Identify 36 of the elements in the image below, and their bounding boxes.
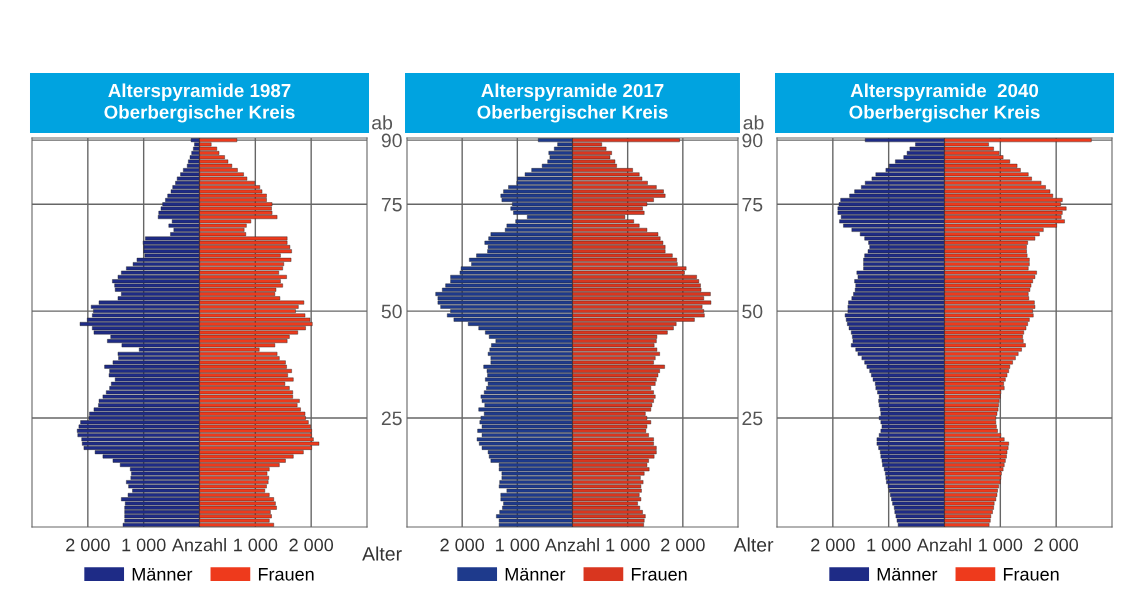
y-tick-label: 90 [742, 133, 763, 148]
x-tick-label: 2 000 [440, 538, 485, 552]
x-tick-label: Anzahl [544, 538, 599, 552]
chart-title: Alterspyramide 2040 Oberbergischer Kreis [849, 83, 1040, 123]
y-tick-label: 90 [381, 133, 402, 148]
y-axis-title: Alter [733, 537, 774, 552]
x-tick-label: 2 000 [66, 538, 110, 552]
y-tick-label: 75 [742, 197, 763, 212]
legend-label: Männer [877, 568, 938, 581]
x-tick-label: 1 000 [496, 538, 540, 552]
x-tick-label: 2 000 [661, 538, 705, 552]
y-tick-label: 75 [381, 197, 402, 212]
y-tick-label: 25 [381, 411, 402, 426]
y-tick-label: 25 [742, 411, 763, 426]
x-tick-label: 1 000 [867, 538, 911, 552]
x-tick-label: 2 000 [811, 538, 855, 552]
x-tick-label: Anzahl [171, 538, 226, 552]
y-tick-label: 50 [381, 304, 402, 319]
x-tick-label: 2 000 [1034, 538, 1079, 552]
legend-label: Frauen [258, 568, 314, 581]
chart-title: Alterspyramide 1987 Oberbergischer Kreis [104, 83, 295, 123]
legend-label: Frauen [1003, 568, 1059, 581]
chart-title: Alterspyramide 2017 Oberbergischer Kreis [477, 83, 668, 123]
x-tick-label: 1 000 [979, 538, 1023, 552]
text: ab [743, 115, 764, 130]
x-tick-label: 1 000 [122, 538, 166, 552]
legend-label: Männer [505, 568, 566, 581]
x-tick-label: 1 000 [234, 538, 278, 552]
x-tick-label: 1 000 [606, 538, 650, 552]
legend-label: Frauen [631, 568, 687, 581]
x-tick-label: Anzahl [916, 538, 971, 552]
y-axis-title: Alter [362, 546, 402, 561]
y-tick-label: 50 [742, 304, 763, 319]
text: ab [372, 115, 393, 130]
x-tick-label: 2 000 [289, 538, 334, 552]
legend-label: Männer [132, 568, 193, 581]
